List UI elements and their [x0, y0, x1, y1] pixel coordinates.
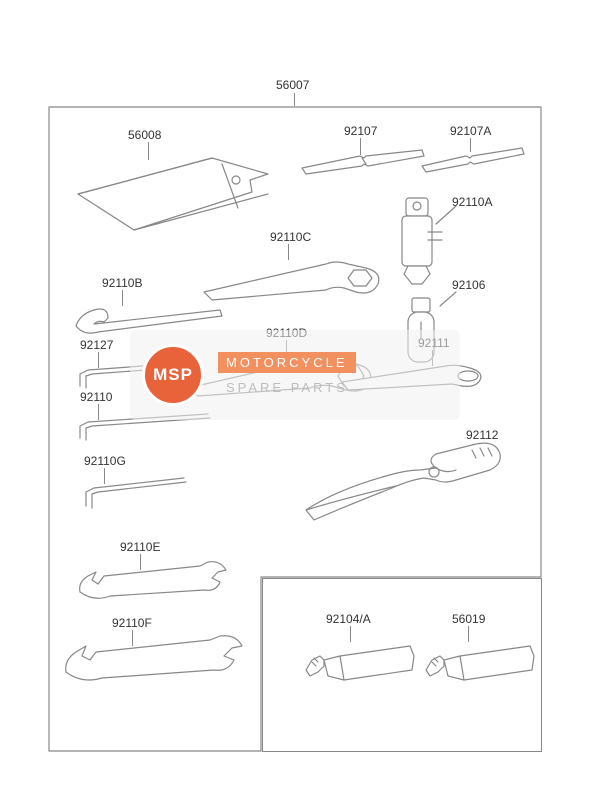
label-92110B: 92110B	[102, 276, 142, 290]
label-56008: 56008	[128, 128, 161, 142]
label-92104A: 92104/A	[326, 612, 371, 626]
label-92107A: 92107A	[450, 124, 491, 138]
label-56019: 56019	[452, 612, 485, 626]
watermark-line1: MOTORCYCLE	[218, 352, 356, 373]
watermark-line2: SPARE PARTS	[218, 377, 356, 398]
tool-ring-wrench-1	[196, 252, 386, 302]
label-92110E: 92110E	[120, 540, 160, 554]
tool-bag	[72, 150, 272, 240]
label-92110F: 92110F	[112, 616, 152, 630]
watermark-text: MOTORCYCLE SPARE PARTS	[218, 352, 356, 398]
label-92107: 92107	[344, 124, 377, 138]
label-92110: 92110	[80, 390, 112, 404]
tool-plug-wrench	[392, 192, 448, 288]
label-92110C: 92110C	[270, 230, 311, 244]
leader-top	[294, 93, 295, 106]
tool-open-wrench-1	[74, 558, 234, 602]
label-92127: 92127	[80, 338, 113, 352]
tool-open-wrench-2	[60, 632, 250, 684]
label-top: 56007	[276, 78, 309, 92]
tool-screwdriver-2	[418, 144, 528, 174]
watermark: MSP MOTORCYCLE SPARE PARTS	[130, 330, 460, 420]
tool-pliers	[296, 430, 506, 526]
label-92110G: 92110G	[84, 454, 126, 468]
label-92110A: 92110A	[452, 195, 492, 209]
tool-screwdriver-1	[298, 148, 428, 178]
tool-tube-1	[300, 636, 420, 690]
tool-hex-key-3	[80, 476, 190, 510]
tool-tube-2	[420, 636, 540, 690]
watermark-badge: MSP	[142, 344, 204, 406]
